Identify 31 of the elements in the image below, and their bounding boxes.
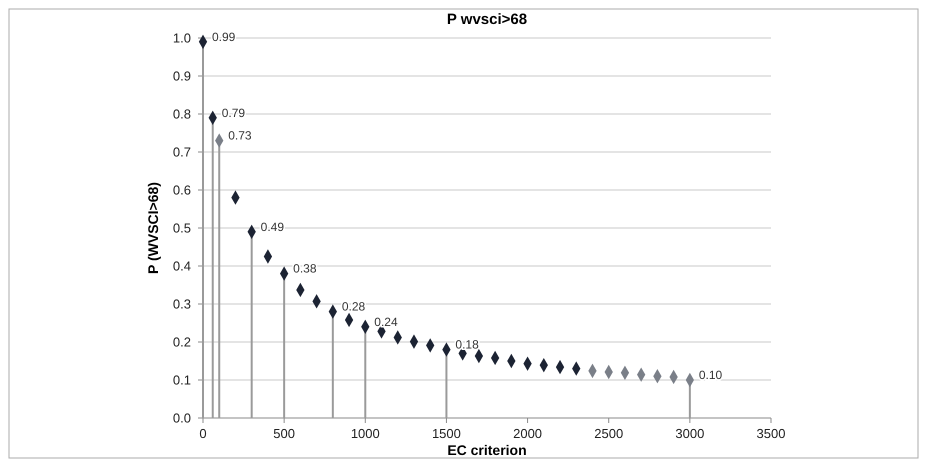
y-tick-label: 1.0 [172, 30, 191, 46]
y-tick-label: 0.0 [172, 410, 191, 426]
x-tick-label: 0 [199, 426, 207, 441]
chart-title: P wvsci>68 [446, 11, 528, 28]
data-label: 0.10 [698, 368, 723, 382]
data-label: 0.24 [374, 314, 398, 329]
x-tick-label: 1500 [432, 426, 461, 441]
y-tick-label: 0.5 [172, 220, 191, 236]
y-tick-label: 0.1 [172, 372, 191, 388]
x-axis-title: EC criterion [447, 442, 527, 458]
x-tick-label: 2500 [594, 426, 624, 441]
data-label: 0.28 [342, 300, 366, 314]
data-label: 0.79 [222, 106, 246, 120]
x-tick-label: 1000 [350, 426, 380, 441]
data-label: 0.73 [228, 128, 252, 143]
data-label: 0.18 [455, 338, 480, 352]
data-label: 0.49 [260, 220, 284, 234]
x-tick-label: 500 [273, 426, 295, 441]
y-tick-label: 0.7 [172, 144, 191, 160]
data-label: 0.99 [212, 30, 236, 44]
y-tick-label: 0.6 [172, 182, 191, 198]
y-tick-label: 0.3 [172, 296, 191, 312]
y-tick-label: 0.4 [172, 258, 191, 274]
x-tick-label: 2000 [513, 426, 542, 441]
y-axis-title: P (WVSCI>68) [145, 182, 161, 274]
y-tick-label: 0.8 [172, 106, 191, 122]
y-tick-label: 0.2 [172, 334, 191, 350]
x-tick-label: 3500 [756, 426, 786, 441]
x-tick-label: 3000 [675, 426, 704, 441]
data-label: 0.38 [293, 262, 317, 276]
y-tick-label: 0.9 [172, 68, 191, 84]
